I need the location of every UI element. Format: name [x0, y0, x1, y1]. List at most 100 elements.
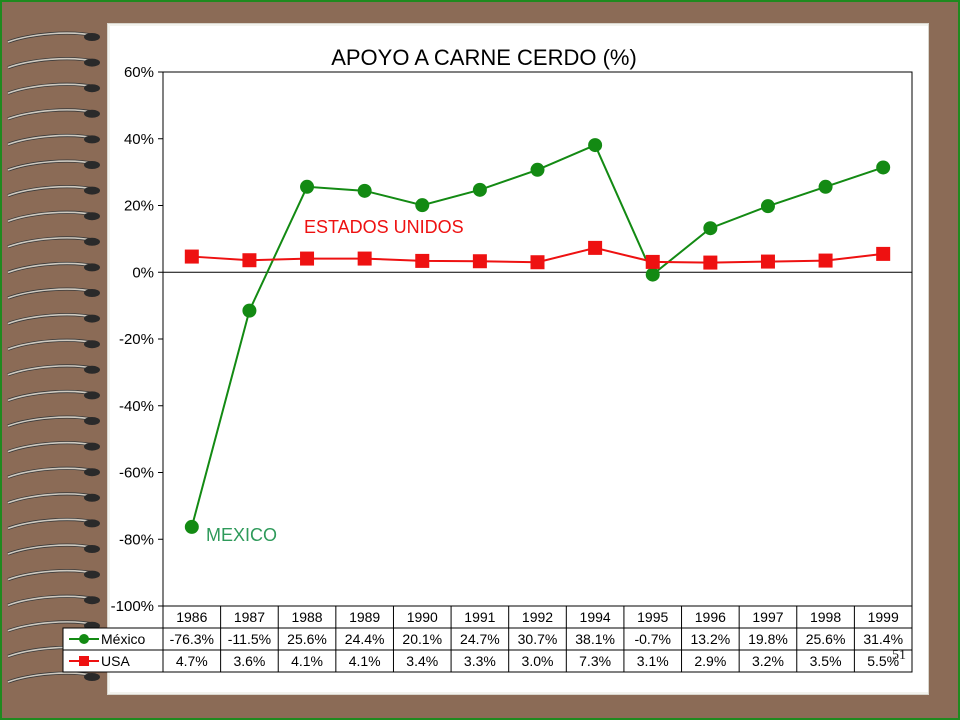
- binding-ring: [7, 236, 100, 249]
- binding-ring: [7, 671, 100, 684]
- x-tick-label: 1991: [464, 609, 495, 625]
- data-point-usa: [645, 254, 660, 269]
- binding-ring: [7, 31, 100, 44]
- table-cell: 3.2%: [752, 653, 784, 669]
- table-cell: 25.6%: [287, 631, 327, 647]
- x-tick-label: 1997: [752, 609, 783, 625]
- data-point-usa: [357, 251, 372, 266]
- table-cell: -11.5%: [228, 631, 271, 647]
- annotation-mexico: MEXICO: [206, 525, 277, 545]
- x-tick-label: 1989: [349, 609, 380, 625]
- x-tick-label: 1999: [868, 609, 899, 625]
- x-tick-label: 1986: [176, 609, 207, 625]
- spiral-binding: [7, 31, 100, 684]
- data-point-mexico: [530, 162, 545, 177]
- data-point-usa: [300, 251, 315, 266]
- data-point-usa: [184, 249, 199, 264]
- x-tick-label: 1988: [291, 609, 322, 625]
- table-cell: 4.7%: [176, 653, 208, 669]
- binding-ring: [7, 185, 100, 198]
- binding-ring: [7, 389, 100, 402]
- binding-ring: [7, 492, 100, 505]
- binding-ring: [7, 415, 100, 428]
- data-point-usa: [472, 254, 487, 269]
- binding-ring: [7, 517, 100, 530]
- binding-ring: [7, 441, 100, 454]
- chart-area: [110, 26, 928, 692]
- annotation-estados-unidos: ESTADOS UNIDOS: [304, 217, 464, 237]
- binding-ring: [7, 364, 100, 377]
- data-point-usa: [530, 255, 545, 270]
- binding-ring: [7, 313, 100, 326]
- binding-ring: [7, 594, 100, 607]
- y-tick-label: -20%: [119, 331, 154, 348]
- data-point-mexico: [415, 198, 430, 213]
- table-cell: 4.1%: [349, 653, 381, 669]
- legend-label: México: [101, 631, 146, 647]
- y-tick-label: 0%: [132, 264, 154, 281]
- table-cell: 3.1%: [637, 653, 669, 669]
- y-tick-label: -80%: [119, 531, 154, 548]
- data-point-usa: [415, 253, 430, 268]
- table-cell: 20.1%: [402, 631, 442, 647]
- binding-ring: [7, 569, 100, 582]
- data-point-mexico: [472, 182, 487, 197]
- y-tick-label: 60%: [124, 64, 154, 81]
- x-tick-label: 1992: [522, 609, 553, 625]
- y-tick-label: 20%: [124, 198, 154, 215]
- binding-ring: [7, 466, 100, 479]
- table-cell: 3.3%: [464, 653, 496, 669]
- binding-ring: [7, 210, 100, 223]
- table-cell: 38.1%: [575, 631, 615, 647]
- data-point-usa: [703, 255, 718, 270]
- table-cell: 5.5%: [867, 653, 899, 669]
- y-tick-label: -100%: [111, 598, 154, 615]
- table-cell: 24.7%: [460, 631, 500, 647]
- binding-ring: [7, 543, 100, 556]
- x-tick-label: 1996: [695, 609, 726, 625]
- legend-marker-mexico: [79, 634, 89, 644]
- binding-ring: [7, 159, 100, 172]
- table-cell: 24.4%: [345, 631, 385, 647]
- table-cell: 3.4%: [406, 653, 438, 669]
- table-cell: 7.3%: [579, 653, 611, 669]
- x-tick-label: 1987: [234, 609, 265, 625]
- table-cell: 3.6%: [233, 653, 265, 669]
- x-tick-label: 1990: [407, 609, 438, 625]
- data-point-mexico: [588, 138, 603, 153]
- table-cell: 31.4%: [863, 631, 903, 647]
- y-tick-label: -40%: [119, 398, 154, 415]
- data-point-usa: [242, 253, 257, 268]
- binding-ring: [7, 261, 100, 274]
- data-point-mexico: [357, 183, 372, 198]
- data-point-usa: [876, 246, 891, 261]
- y-tick-label: 40%: [124, 131, 154, 148]
- data-point-usa: [760, 254, 775, 269]
- table-cell: 19.8%: [748, 631, 788, 647]
- table-cell: -76.3%: [170, 631, 214, 647]
- table-cell: 2.9%: [694, 653, 726, 669]
- legend-marker-usa: [79, 656, 89, 666]
- binding-ring: [7, 108, 100, 121]
- binding-ring: [7, 338, 100, 351]
- binding-ring: [7, 287, 100, 300]
- table-cell: 3.5%: [810, 653, 842, 669]
- slide-number: 51: [892, 648, 906, 663]
- binding-ring: [7, 82, 100, 95]
- table-cell: -0.7%: [634, 631, 671, 647]
- data-point-mexico: [760, 199, 775, 214]
- data-point-usa: [588, 240, 603, 255]
- table-cell: 4.1%: [291, 653, 323, 669]
- table-cell: 13.2%: [690, 631, 730, 647]
- x-tick-label: 1994: [580, 609, 611, 625]
- data-point-mexico: [300, 179, 315, 194]
- table-cell: 3.0%: [522, 653, 554, 669]
- x-tick-label: 1998: [810, 609, 841, 625]
- data-point-mexico: [645, 267, 660, 282]
- x-tick-label: 1995: [637, 609, 668, 625]
- chart-title: APOYO A CARNE CERDO (%): [331, 45, 637, 70]
- y-tick-label: -60%: [119, 465, 154, 482]
- legend-label: USA: [101, 653, 130, 669]
- data-point-mexico: [703, 221, 718, 236]
